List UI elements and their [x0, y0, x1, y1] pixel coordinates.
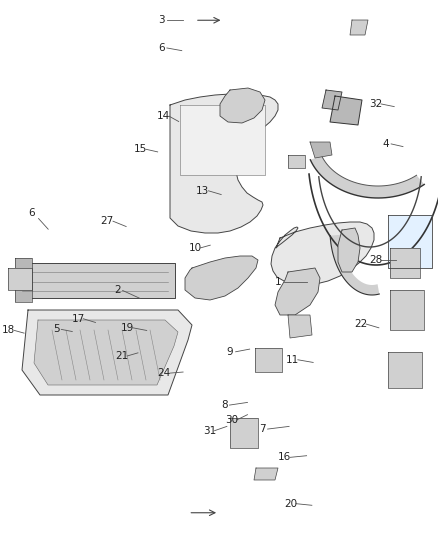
Text: 16: 16	[278, 453, 291, 462]
Polygon shape	[170, 94, 278, 233]
Polygon shape	[350, 20, 368, 35]
Text: 4: 4	[382, 139, 389, 149]
Text: 27: 27	[101, 216, 114, 226]
Polygon shape	[388, 215, 432, 268]
Text: 2: 2	[114, 286, 121, 295]
Polygon shape	[180, 105, 265, 175]
Polygon shape	[338, 228, 360, 272]
Polygon shape	[15, 263, 175, 298]
Polygon shape	[288, 155, 305, 168]
Polygon shape	[275, 268, 320, 315]
Polygon shape	[34, 320, 178, 385]
Text: 28: 28	[369, 255, 382, 265]
Text: 1: 1	[275, 278, 282, 287]
Text: 14: 14	[157, 111, 170, 121]
Text: 9: 9	[226, 347, 233, 357]
Text: 19: 19	[120, 323, 134, 333]
Text: 15: 15	[134, 144, 147, 154]
Polygon shape	[330, 235, 379, 295]
Polygon shape	[8, 268, 32, 290]
Text: 24: 24	[158, 368, 171, 378]
Text: 6: 6	[28, 208, 35, 218]
Text: 31: 31	[203, 426, 216, 435]
Polygon shape	[388, 352, 422, 388]
Polygon shape	[254, 468, 278, 480]
Text: 30: 30	[225, 415, 238, 425]
Text: 6: 6	[158, 43, 165, 53]
Text: 7: 7	[258, 424, 265, 434]
Text: 18: 18	[2, 326, 15, 335]
Text: 22: 22	[354, 319, 367, 329]
Polygon shape	[230, 418, 258, 448]
Text: 20: 20	[284, 499, 297, 508]
Text: 3: 3	[158, 15, 165, 25]
Polygon shape	[185, 256, 258, 300]
Polygon shape	[322, 90, 342, 110]
Polygon shape	[220, 88, 265, 123]
Text: 11: 11	[286, 355, 299, 365]
Text: 13: 13	[196, 186, 209, 196]
Polygon shape	[15, 258, 32, 302]
Polygon shape	[310, 142, 332, 158]
Polygon shape	[288, 315, 312, 338]
Text: 8: 8	[221, 400, 228, 410]
Polygon shape	[330, 96, 362, 125]
Text: 21: 21	[115, 351, 128, 361]
Polygon shape	[390, 248, 420, 278]
Polygon shape	[311, 156, 424, 198]
Polygon shape	[271, 222, 374, 285]
Text: 17: 17	[71, 314, 85, 324]
Text: 10: 10	[188, 243, 201, 253]
Text: 32: 32	[369, 99, 382, 109]
Text: 5: 5	[53, 325, 60, 334]
Polygon shape	[255, 348, 282, 372]
Polygon shape	[390, 290, 424, 330]
Polygon shape	[22, 310, 192, 395]
